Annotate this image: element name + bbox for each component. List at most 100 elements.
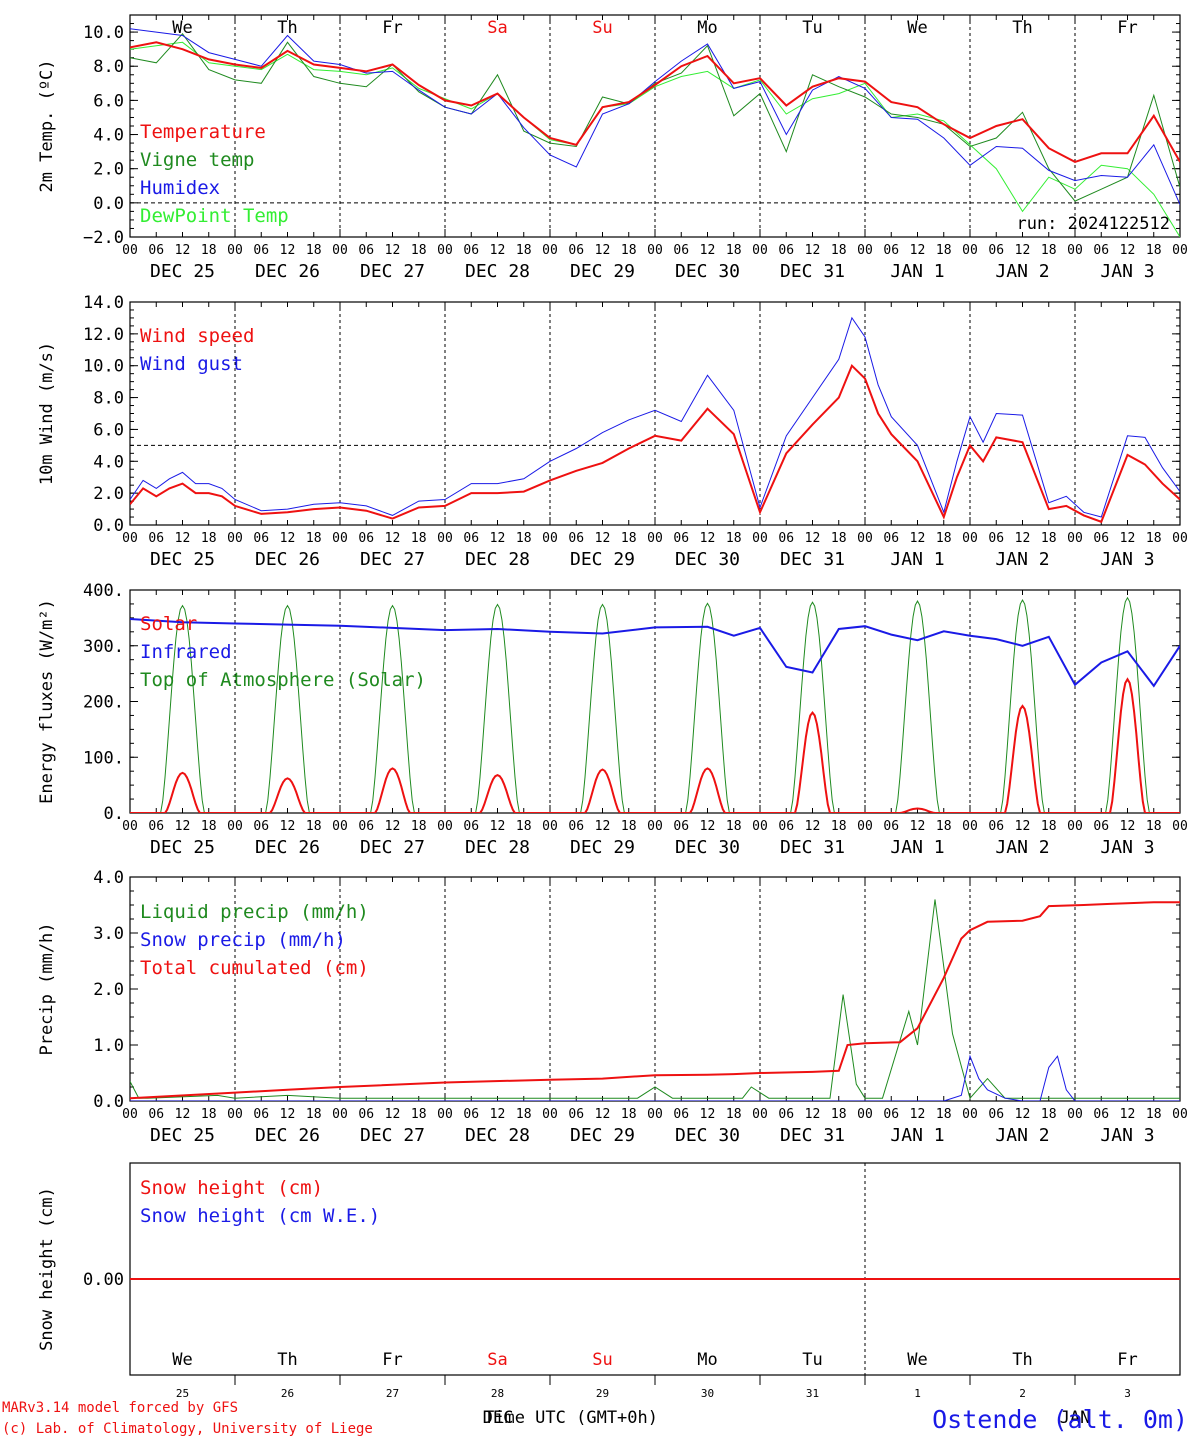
hour-tick-label: 18 (621, 243, 637, 258)
legend-snow-height-cm-: Snow height (cm) (140, 1177, 323, 1199)
legend-wind-speed: Wind speed (140, 325, 254, 347)
hour-tick-label: 00 (227, 819, 243, 834)
hour-tick-label: 00 (227, 1107, 243, 1122)
weekday-label: We (172, 18, 192, 38)
date-label: DEC 31 (780, 549, 845, 570)
hour-tick-label: 06 (778, 1107, 794, 1122)
hour-tick-label: 06 (148, 243, 164, 258)
date-label: DEC 26 (255, 1125, 320, 1146)
hour-tick-label: 18 (201, 1107, 217, 1122)
date-label: JAN 2 (995, 549, 1049, 570)
hour-tick-label: 00 (752, 1107, 768, 1122)
hour-tick-label: 06 (1093, 243, 1109, 258)
hour-tick-label: 12 (805, 531, 821, 546)
hour-tick-label: 18 (1041, 531, 1057, 546)
date-label: JAN 1 (890, 549, 944, 570)
date-label: DEC 29 (570, 261, 635, 282)
legend-top-of-atmosphere-solar-: Top of Atmosphere (Solar) (140, 669, 426, 691)
hour-tick-label: 00 (122, 531, 138, 546)
hour-tick-label: 00 (1172, 819, 1188, 834)
date-label: JAN 3 (1100, 837, 1154, 858)
hour-tick-label: 06 (463, 819, 479, 834)
y-tick-label: 2.0 (93, 980, 124, 1000)
y-tick-label: 2.0 (93, 160, 124, 180)
hour-tick-label: 00 (542, 531, 558, 546)
hour-tick-label: 12 (1015, 531, 1031, 546)
hour-tick-label: 18 (726, 1107, 742, 1122)
hour-tick-label: 06 (883, 1107, 899, 1122)
series-infrared (130, 618, 1180, 688)
date-label: DEC 27 (360, 261, 425, 282)
date-label: DEC 27 (360, 549, 425, 570)
hour-tick-label: 12 (490, 1107, 506, 1122)
date-label: JAN 1 (890, 1125, 944, 1146)
hour-tick-label: 06 (778, 531, 794, 546)
legend-solar: Solar (140, 613, 197, 635)
series-liquid-precip-mm-h- (130, 899, 1180, 1100)
hour-tick-label: 12 (595, 1107, 611, 1122)
hour-tick-label: 18 (726, 243, 742, 258)
weekday-label: Fr (382, 18, 402, 38)
hour-tick-label: 12 (595, 819, 611, 834)
panel-temperature: 10.0 8.0 6.0 4.0 2.0 0.0 −2.0 2m Temp. (ºC) 00 06… (37, 14, 1188, 282)
hour-tick-label: 00 (1067, 819, 1083, 834)
hour-tick-label: 00 (1172, 531, 1188, 546)
hour-tick-label: 12 (385, 243, 401, 258)
weekday-label: Th (1012, 1350, 1032, 1370)
hour-tick-label: 00 (542, 243, 558, 258)
date-label: DEC 25 (150, 261, 215, 282)
date-label: DEC 30 (675, 549, 740, 570)
hour-tick-label: 12 (175, 819, 191, 834)
date-label: DEC 31 (780, 261, 845, 282)
hour-tick-label: 12 (1015, 1107, 1031, 1122)
hour-tick-label: 12 (490, 243, 506, 258)
hour-tick-label: 06 (358, 243, 374, 258)
hour-tick-label: 06 (883, 243, 899, 258)
y-tick-label: 10.0 (83, 357, 124, 377)
date-label: JAN 2 (995, 1125, 1049, 1146)
date-label: DEC 27 (360, 837, 425, 858)
hour-tick-label: 18 (726, 819, 742, 834)
hour-tick-label: 00 (647, 1107, 663, 1122)
hour-tick-label: 18 (516, 531, 532, 546)
run-label: run: 2024122512 (1016, 214, 1170, 234)
y-tick-label: 4.0 (93, 126, 124, 146)
hour-tick-label: 00 (332, 1107, 348, 1122)
date-label: DEC 26 (255, 837, 320, 858)
day-number-label: 27 (386, 1387, 399, 1400)
hour-tick-label: 06 (883, 531, 899, 546)
series-wind-speed (130, 363, 1180, 524)
panel-energy: 400. 300. 200. 100. 0. Energy fluxes (W/m²) 00… (37, 581, 1188, 858)
date-label: DEC 27 (360, 1125, 425, 1146)
lab-credit: (c) Lab. of Climatology, University of L… (2, 1421, 373, 1437)
legend-snow-height-cm-w-e-: Snow height (cm W.E.) (140, 1205, 380, 1227)
date-label: DEC 25 (150, 549, 215, 570)
hour-tick-label: 00 (857, 1107, 873, 1122)
hour-tick-label: 00 (122, 1107, 138, 1122)
hour-tick-label: 18 (201, 819, 217, 834)
hour-tick-label: 18 (516, 819, 532, 834)
hour-tick-label: 18 (936, 243, 952, 258)
weekday-label: Mo (697, 1350, 717, 1370)
hour-tick-label: 18 (831, 1107, 847, 1122)
plot-frame (129, 301, 1181, 526)
hour-tick-label: 12 (1120, 819, 1136, 834)
hour-tick-label: 18 (516, 1107, 532, 1122)
weekday-label: Th (1012, 18, 1032, 38)
hour-tick-label: 06 (568, 531, 584, 546)
weekday-label: Fr (1117, 18, 1137, 38)
hour-tick-label: 12 (490, 531, 506, 546)
day-number-label: 31 (806, 1387, 819, 1400)
hour-tick-label: 12 (385, 531, 401, 546)
hour-tick-label: 18 (621, 531, 637, 546)
y-tick-label: 8.0 (93, 57, 124, 77)
hour-tick-label: 12 (910, 243, 926, 258)
hour-tick-label: 06 (358, 819, 374, 834)
legend-vigne-temp: Vigne temp (140, 149, 254, 171)
y-tick-label: −2.0 (83, 228, 124, 248)
date-label: DEC 30 (675, 261, 740, 282)
day-number-label: 3 (1124, 1387, 1131, 1400)
hour-tick-label: 12 (1120, 1107, 1136, 1122)
hour-tick-label: 00 (647, 819, 663, 834)
weekday-label: Tu (802, 1350, 822, 1370)
